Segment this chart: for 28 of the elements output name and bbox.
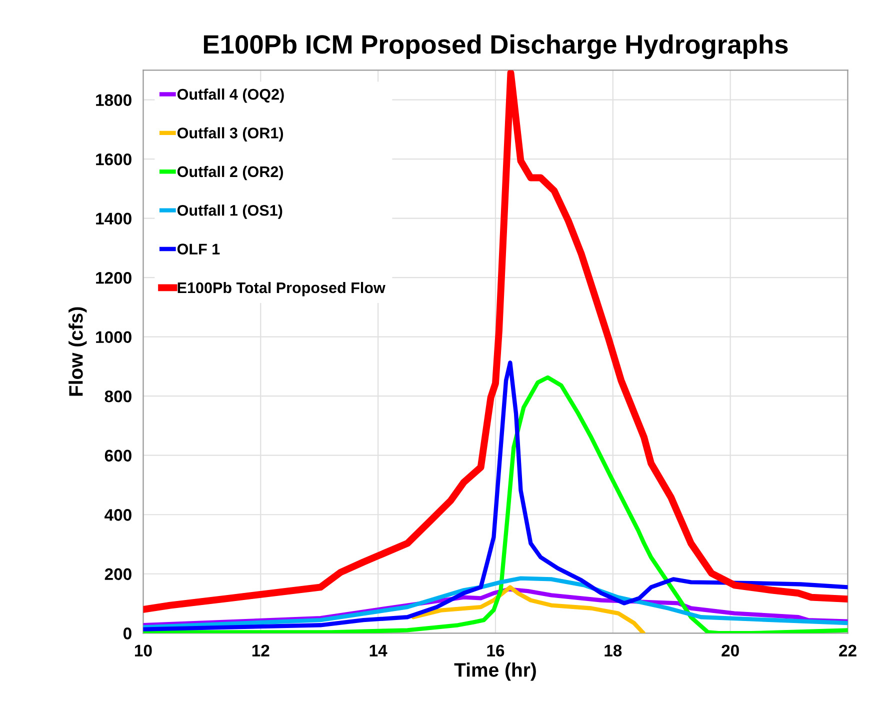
y-axis-title: Flow (cfs) — [68, 307, 87, 396]
y-tick-label: 600 — [104, 450, 132, 462]
x-tick-label: 10 — [134, 644, 152, 656]
x-tick-label: 18 — [604, 644, 622, 656]
y-tick-label: 1200 — [96, 272, 132, 284]
legend-label: OLF 1 — [177, 244, 220, 254]
x-tick-label: 16 — [487, 644, 504, 656]
x-tick-label: 14 — [370, 644, 388, 656]
x-axis-title: Time (hr) — [454, 662, 536, 681]
legend-label: Outfall 4 (OQ2) — [177, 88, 284, 103]
y-tick-label: 1400 — [96, 212, 132, 225]
chart-title: E100Pb ICM Proposed Discharge Hydrographs — [204, 34, 788, 60]
y-tick-label: 200 — [104, 568, 132, 580]
legend-label: Outfall 2 (OR2) — [177, 166, 284, 180]
legend-label: E100Pb Total Proposed Flow — [178, 282, 386, 296]
y-tick-label: 1800 — [96, 94, 132, 106]
y-tick-label: 1600 — [96, 153, 132, 166]
y-tick-label: 1000 — [96, 331, 132, 344]
y-tick-label: 400 — [104, 509, 132, 521]
x-tick-label: 22 — [839, 644, 856, 656]
line-series — [143, 576, 848, 630]
legend-label: Outfall 3 (OR1) — [177, 127, 284, 142]
y-tick-label: 0 — [123, 628, 132, 640]
y-tick-label: 800 — [104, 390, 132, 402]
legend-label: Outfall 1 (OS1) — [177, 204, 282, 219]
line-series — [411, 585, 646, 634]
x-tick-label: 12 — [252, 644, 270, 656]
x-tick-label: 20 — [722, 644, 739, 656]
